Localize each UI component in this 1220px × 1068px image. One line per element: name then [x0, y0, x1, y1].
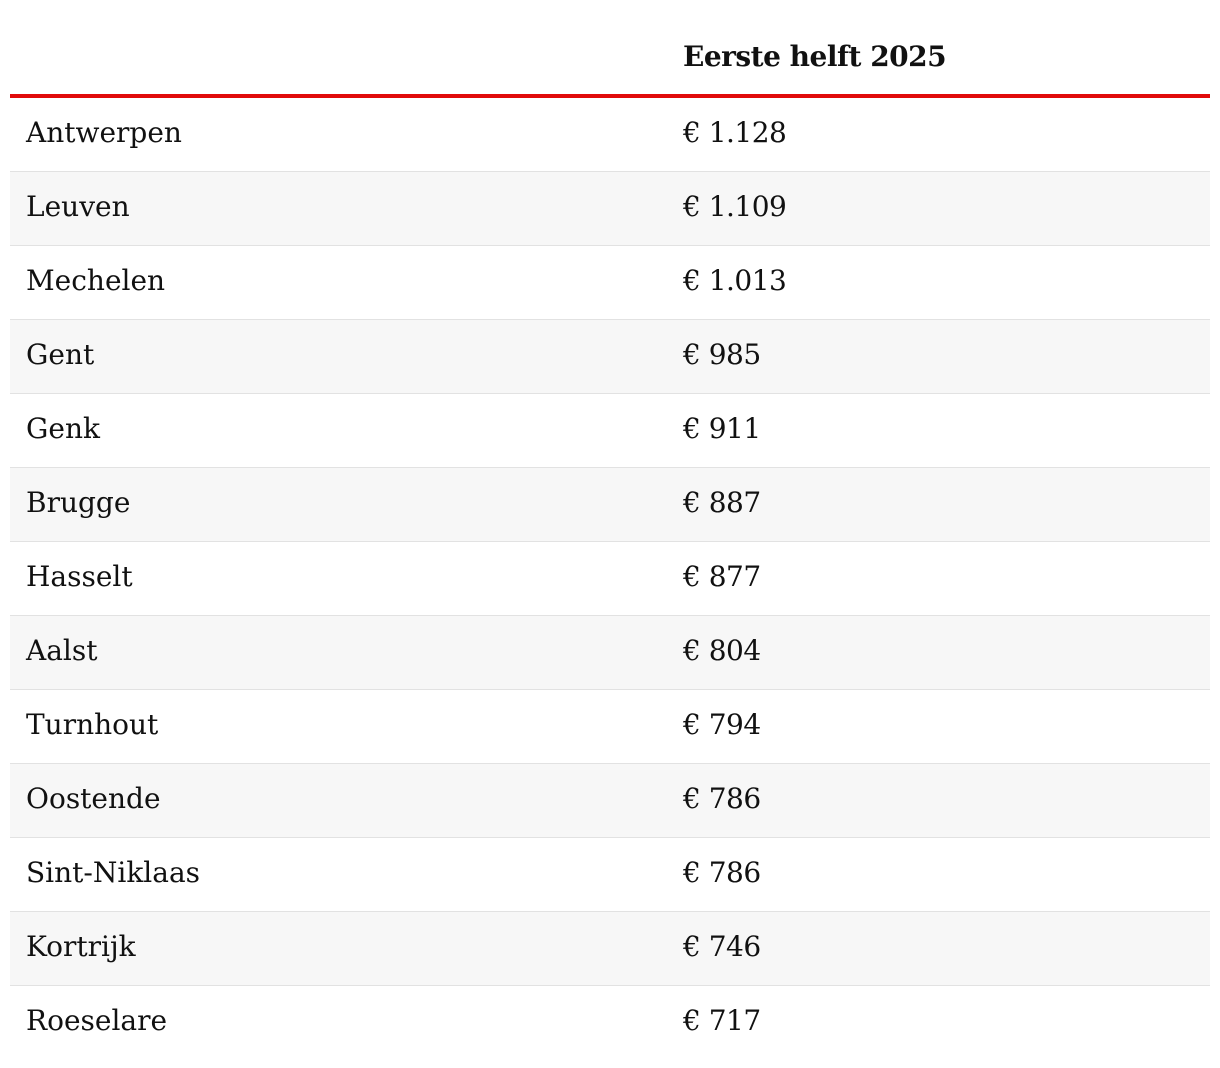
price-cell: € 794 [683, 708, 761, 741]
table-row: Leuven € 1.109 [10, 172, 1210, 246]
table-header: Eerste helft 2025 [10, 0, 1210, 98]
city-cell: Turnhout [26, 708, 159, 741]
city-cell: Roeselare [26, 1004, 168, 1037]
table-row: Oostende € 786 [10, 764, 1210, 838]
table-row: Antwerpen € 1.128 [10, 98, 1210, 172]
table-row: Kortrijk € 746 [10, 912, 1210, 986]
table-row: Mechelen € 1.013 [10, 246, 1210, 320]
table-row: Aalst € 804 [10, 616, 1210, 690]
city-cell: Gent [26, 338, 95, 371]
price-cell: € 746 [683, 930, 761, 963]
city-cell: Genk [26, 412, 100, 445]
header-first-half-2025: Eerste helft 2025 [683, 40, 947, 73]
table-body: Antwerpen € 1.128 Leuven € 1.109 Mechelen € 1… [10, 98, 1210, 1059]
city-cell: Leuven [26, 190, 130, 223]
city-cell: Antwerpen [26, 116, 182, 149]
table-row: Roeselare € 717 [10, 986, 1210, 1059]
city-cell: Sint-Niklaas [26, 856, 201, 889]
table-row: Sint-Niklaas € 786 [10, 838, 1210, 912]
table-row: Brugge € 887 [10, 468, 1210, 542]
price-cell: € 1.013 [683, 264, 787, 297]
city-cell: Oostende [26, 782, 161, 815]
table-row: Gent € 985 [10, 320, 1210, 394]
price-cell: € 1.109 [683, 190, 787, 223]
price-cell: € 786 [683, 782, 761, 815]
price-cell: € 911 [683, 412, 761, 445]
table-row: Turnhout € 794 [10, 690, 1210, 764]
city-cell: Brugge [26, 486, 131, 519]
city-cell: Mechelen [26, 264, 166, 297]
data-table: Eerste helft 2025 Antwerpen € 1.128 Leuven… [10, 0, 1210, 1059]
price-cell: € 887 [683, 486, 761, 519]
price-cell: € 804 [683, 634, 761, 667]
price-cell: € 786 [683, 856, 761, 889]
table-row: Hasselt € 877 [10, 542, 1210, 616]
table-row: Genk € 911 [10, 394, 1210, 468]
city-cell: Hasselt [26, 560, 133, 593]
price-cell: € 1.128 [683, 116, 787, 149]
price-cell: € 717 [683, 1004, 761, 1037]
city-cell: Aalst [26, 634, 98, 667]
price-cell: € 985 [683, 338, 761, 371]
city-cell: Kortrijk [26, 930, 136, 963]
price-cell: € 877 [683, 560, 761, 593]
